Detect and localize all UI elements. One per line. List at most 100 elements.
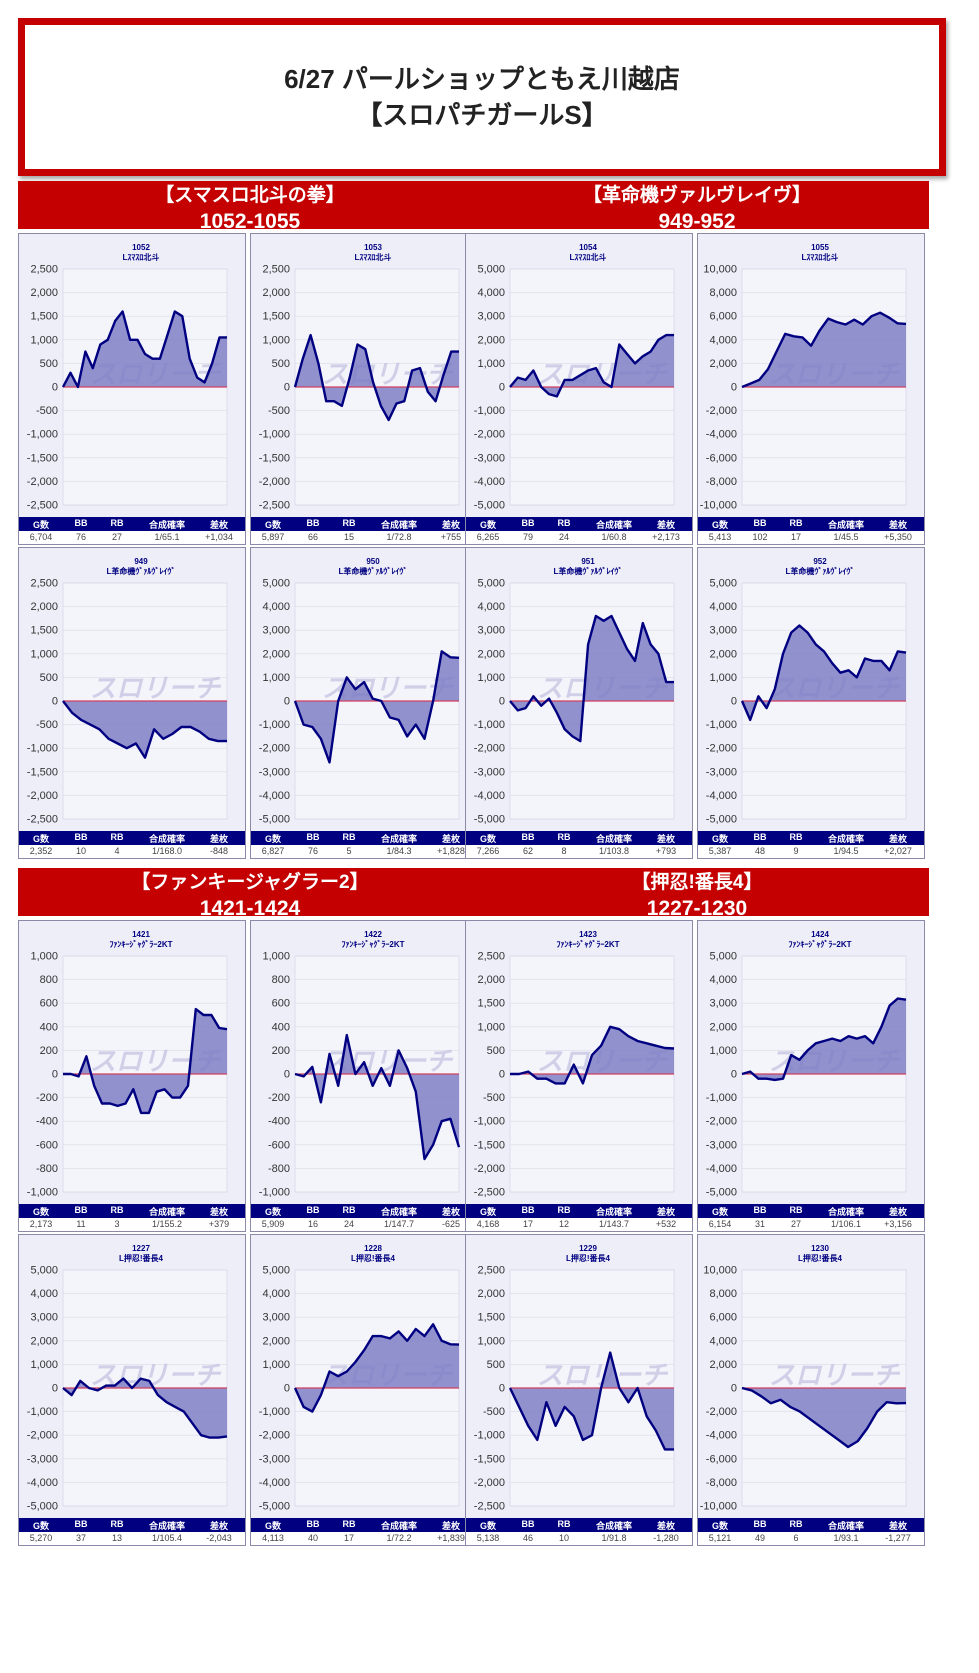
y-tick-label: 4,000	[709, 1335, 737, 1347]
y-tick-label: 1,000	[30, 334, 58, 346]
stats-header-cell: RB	[342, 518, 356, 528]
chart-number: 1055	[811, 243, 829, 252]
series-line	[62, 700, 227, 759]
y-tick-label: 600	[272, 998, 290, 1010]
y-tick-label: -2,000	[706, 1116, 737, 1128]
stats-value-cell: 6,704	[29, 532, 53, 542]
stats-value-cell: 76	[75, 532, 86, 542]
y-tick-label: 0	[284, 1069, 290, 1081]
y-tick-label: 2,000	[262, 648, 290, 660]
y-tick-label: 0	[52, 382, 58, 394]
slot-chart-panel: 1055 Lｽﾏｽﾛ北斗 -10,000 -8,000 -6,000 -4,000 -2,0…	[697, 233, 925, 545]
y-tick-label: -1,500	[259, 452, 290, 464]
stats-header-row: G数 BB RB 合成確率 差枚	[19, 1518, 245, 1532]
stats-value-cell: 6,265	[476, 532, 500, 542]
stats-header-cell: BB	[521, 1205, 535, 1215]
y-tick-label: 1,000	[709, 1045, 737, 1057]
y-tick-label: -3,000	[474, 766, 505, 778]
chart-number: 1227	[132, 1244, 150, 1253]
series-area	[63, 311, 227, 387]
stats-header-row: G数 BB RB 合成確率 差枚	[466, 517, 692, 531]
stats-value-cell: 1/106.1	[830, 1219, 862, 1229]
stats-value-row: 6,704 76 27 1/65.1 +1,034	[19, 531, 245, 544]
stats-value-cell: 12	[558, 1219, 569, 1229]
page-title-box: 6/27 パールショップともえ川越店 【スロパチガールS】	[18, 18, 946, 176]
y-tick-label: 1,000	[477, 672, 505, 684]
section-machine-name: 【押忍!番長4】	[631, 872, 763, 893]
y-tick-label: -2,000	[706, 743, 737, 755]
y-tick-label: 6,000	[709, 1312, 737, 1324]
series-line	[63, 1007, 228, 1115]
stats-table: G数 BB RB 合成確率 差枚 5,413 102 17 1/45.5 +5,350	[698, 517, 924, 544]
y-tick-label: -2,000	[259, 1430, 290, 1442]
y-tick-label: -1,000	[474, 1116, 505, 1128]
stats-header-cell: RB	[557, 1519, 571, 1529]
stats-value-cell: 31	[754, 1219, 765, 1229]
stats-value-cell: 40	[307, 1533, 318, 1543]
stats-value-row: 2,352 10 4 1/168.0 -848	[19, 845, 245, 858]
stats-value-cell: +2,173	[652, 532, 680, 542]
stats-header-cell: BB	[74, 1205, 88, 1215]
y-tick-label: 3,000	[477, 625, 505, 637]
stats-value-cell: 5,270	[29, 1533, 53, 1543]
series-area	[510, 335, 674, 397]
y-tick-label: -2,500	[474, 1501, 505, 1513]
y-tick-label: 10,000	[703, 1265, 737, 1277]
y-tick-label: 500	[40, 358, 58, 370]
y-tick-label: -10,000	[700, 1501, 737, 1513]
stats-value-cell: 7,266	[476, 846, 500, 856]
chart-number: 1421	[132, 930, 150, 939]
stats-value-cell: 6,154	[708, 1219, 732, 1229]
stats-header-cell: RB	[789, 1205, 803, 1215]
stats-header-cell: RB	[789, 518, 803, 528]
stats-value-row: 4,168 17 12 1/143.7 +532	[466, 1218, 692, 1231]
stats-header-cell: 合成確率	[148, 1207, 185, 1217]
y-tick-label: 1,500	[30, 311, 58, 323]
stats-value-cell: 5,413	[708, 532, 732, 542]
y-tick-label: 2,000	[477, 334, 505, 346]
stats-value-cell: -1,280	[653, 1533, 679, 1543]
stats-header-cell: G数	[711, 1521, 728, 1531]
y-tick-label: 4,000	[30, 1288, 58, 1300]
y-tick-label: 4,000	[709, 334, 737, 346]
section-machine-range: 949-952	[658, 210, 736, 233]
y-tick-label: 6,000	[709, 311, 737, 323]
stats-value-cell: 4	[114, 846, 120, 856]
stats-value-cell: 1/103.8	[598, 846, 630, 856]
series-area	[742, 625, 906, 720]
y-tick-label: -2,000	[474, 1163, 505, 1175]
y-tick-label: -1,000	[706, 719, 737, 731]
stats-header-cell: 合成確率	[380, 1207, 417, 1217]
stats-header-row: G数 BB RB 合成確率 差枚	[466, 1204, 692, 1218]
y-tick-label: 2,500	[30, 578, 58, 590]
stats-header-cell: RB	[789, 832, 803, 842]
y-tick-label: 800	[272, 974, 290, 986]
y-tick-label: 500	[487, 1045, 505, 1057]
chart-number: 1053	[364, 243, 382, 252]
stats-header-cell: 合成確率	[595, 520, 632, 530]
stats-header-cell: 差枚	[441, 520, 460, 530]
stats-value-cell: 3	[114, 1219, 120, 1229]
series-line	[741, 311, 907, 389]
slot-chart-panel: 1422 ﾌｧﾝｷｰｼﾞｬｸﾞﾗｰ2KT -1,000 -800 -600 -400 -20…	[250, 920, 478, 1232]
y-tick-label: -3,000	[27, 1453, 58, 1465]
y-tick-label: -6,000	[706, 452, 737, 464]
stats-header-cell: G数	[479, 1207, 496, 1217]
stats-value-cell: 6,827	[261, 846, 285, 856]
y-tick-label: -5,000	[706, 814, 737, 826]
stats-value-cell: 1/105.4	[151, 1533, 183, 1543]
stats-header-cell: 差枚	[888, 1207, 907, 1217]
stats-value-row: 5,270 37 13 1/105.4 -2,043	[19, 1532, 245, 1545]
stats-header-cell: 合成確率	[595, 1207, 632, 1217]
slot-chart-panel: 1229 L押忍!番長4 -2,500 -2,000 -1,500 -1,000 -500 0…	[465, 1234, 693, 1546]
stats-header-cell: RB	[557, 832, 571, 842]
y-tick-label: 0	[499, 1383, 505, 1395]
stats-value-row: 4,113 40 17 1/72.2 +1,839	[251, 1532, 477, 1545]
slot-chart-panel: 950 L革命機ｳﾞｧﾙｳﾞﾚｲｳﾞ -5,000 -4,000 -3,000 -2,00…	[250, 547, 478, 859]
y-tick-label: -4,000	[474, 476, 505, 488]
stats-value-row: 5,909 16 24 1/147.7 -625	[251, 1218, 477, 1231]
y-tick-label: -200	[268, 1092, 290, 1104]
